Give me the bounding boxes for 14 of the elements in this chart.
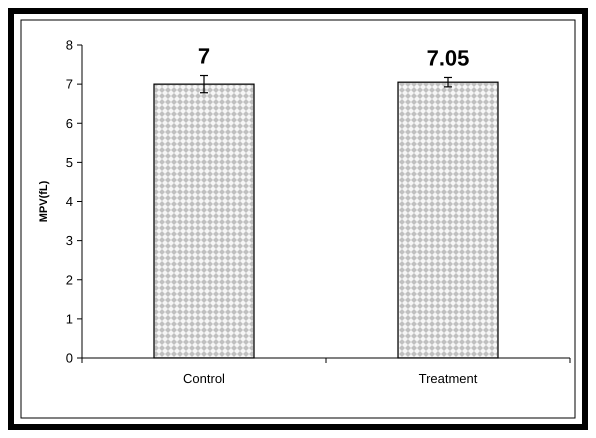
y-tick-label: 3 <box>66 233 73 248</box>
y-tick-label: 2 <box>66 272 73 288</box>
y-tick-label: 5 <box>66 154 73 170</box>
data-label: 7.05 <box>426 45 470 70</box>
x-tick-label: Treatment <box>418 371 478 386</box>
y-tick-label: 8 <box>66 38 73 53</box>
data-label: 7 <box>198 44 210 69</box>
y-tick-label: 0 <box>66 350 73 366</box>
y-tick-label: 1 <box>66 311 73 326</box>
y-tick-label: 6 <box>66 116 73 131</box>
y-axis-title: MPV(fL) <box>38 180 50 222</box>
y-tick-label: 7 <box>66 76 73 92</box>
x-tick-label: Control <box>183 371 226 386</box>
y-tick-label: 4 <box>66 194 73 210</box>
